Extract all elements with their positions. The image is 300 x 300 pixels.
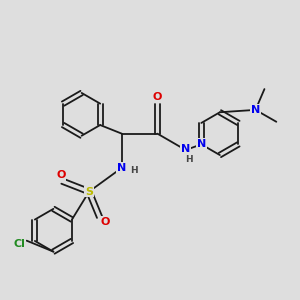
Text: H: H [130, 166, 138, 175]
Text: S: S [85, 187, 93, 196]
Text: O: O [56, 170, 65, 180]
Text: N: N [181, 143, 190, 154]
Text: H: H [185, 155, 193, 164]
Text: N: N [117, 163, 126, 173]
Text: N: N [197, 140, 206, 149]
Text: Cl: Cl [13, 238, 25, 249]
Text: N: N [251, 105, 260, 115]
Text: O: O [153, 92, 162, 102]
Text: O: O [100, 217, 110, 227]
